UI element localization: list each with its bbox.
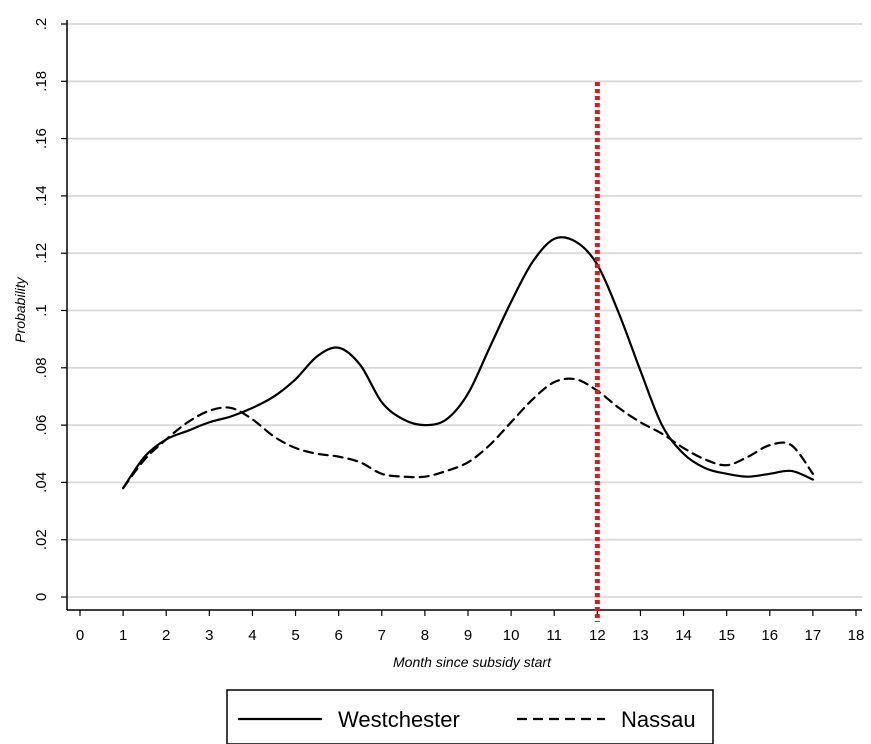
- x-tick-label: 2: [162, 627, 170, 644]
- axes: [66, 20, 862, 611]
- x-tick-label: 7: [378, 627, 386, 644]
- x-tick-label: 14: [675, 627, 692, 644]
- x-tick-label: 0: [76, 627, 84, 644]
- legend-label-nassau: Nassau: [621, 707, 696, 732]
- y-tick-label: .08: [33, 357, 50, 378]
- x-tick-label: 4: [248, 627, 256, 644]
- x-tick-label: 3: [205, 627, 213, 644]
- y-axis-label: Probability: [12, 276, 28, 342]
- series-line-westchester: [122, 236, 814, 490]
- x-tick-label: 16: [761, 627, 778, 644]
- y-tick-label: .18: [33, 71, 50, 92]
- ticks: 0.02.04.06.08.1.12.14.16.18.20 1 2 3 4 5 6 7 8 9 1…: [33, 18, 864, 644]
- y-tick-label: .04: [33, 472, 50, 493]
- x-tick-label: 5: [291, 627, 299, 644]
- x-tick-label: 6: [334, 627, 342, 644]
- x-tick-label: 10: [503, 627, 520, 644]
- x-tick-label: 13: [632, 627, 649, 644]
- legend-box: [226, 689, 714, 744]
- x-tick-label: 9: [464, 627, 472, 644]
- x-axis-label: Month since subsidy start: [393, 654, 552, 670]
- y-tick-label: .16: [33, 128, 50, 149]
- x-tick-label: 11: [546, 627, 562, 644]
- gridlines: [67, 23, 862, 598]
- y-tick-label: .02: [33, 529, 50, 550]
- y-tick-label: .12: [33, 243, 50, 264]
- y-tick-label: .1: [33, 304, 50, 317]
- x-tick-label: 15: [718, 627, 735, 644]
- y-tick-label: 0: [33, 593, 50, 601]
- legend-label-westchester: Westchester: [338, 707, 460, 732]
- x-tick-label: 1: [119, 627, 127, 644]
- x-tick-label: 8: [421, 627, 429, 644]
- y-tick-label: .2: [33, 18, 50, 31]
- x-tick-label: 17: [805, 627, 822, 644]
- y-tick-label: .14: [33, 185, 50, 206]
- x-tick-label: 18: [848, 627, 865, 644]
- x-tick-label: 12: [589, 627, 606, 644]
- y-tick-label: .06: [33, 415, 50, 436]
- legend: Westchester Nassau: [226, 689, 714, 744]
- series: [122, 236, 814, 490]
- series-line-nassau: [122, 377, 814, 490]
